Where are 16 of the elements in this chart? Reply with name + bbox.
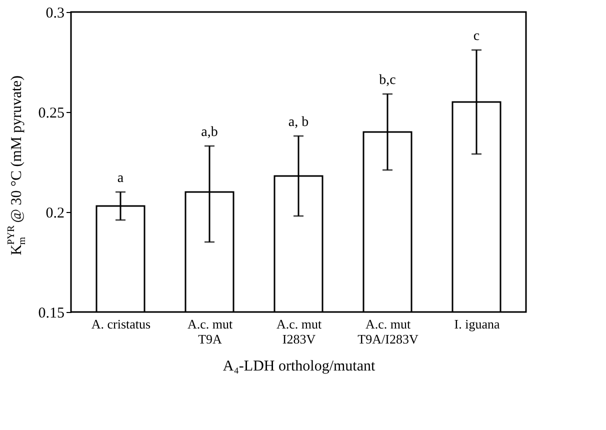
x-tick-label: A.c. mut T9A/I283V: [358, 316, 419, 346]
annotation: b,c: [379, 73, 396, 88]
annotation: a: [117, 171, 124, 186]
x-tick-label: I. iguana: [454, 316, 500, 332]
y-tick-label: 0.15: [38, 306, 64, 322]
y-tick-label: 0.3: [46, 6, 64, 22]
annotation: a, b: [288, 115, 309, 130]
annotation: c: [473, 29, 480, 44]
x-tick-label: A.c. mut I283V: [276, 316, 322, 346]
x-axis-title: A₄-LDH ortholog/mutant: [222, 358, 376, 374]
y-tick-label: 0.25: [38, 106, 64, 122]
x-tick-label: A.c. mut T9A: [187, 316, 233, 346]
annotation: a,b: [201, 125, 218, 140]
y-axis-title: KmPYR @ 30 °C (mM pyruvate): [6, 75, 28, 256]
x-tick-label: A. cristatus: [91, 316, 151, 332]
y-tick-label: 0.2: [46, 206, 64, 222]
